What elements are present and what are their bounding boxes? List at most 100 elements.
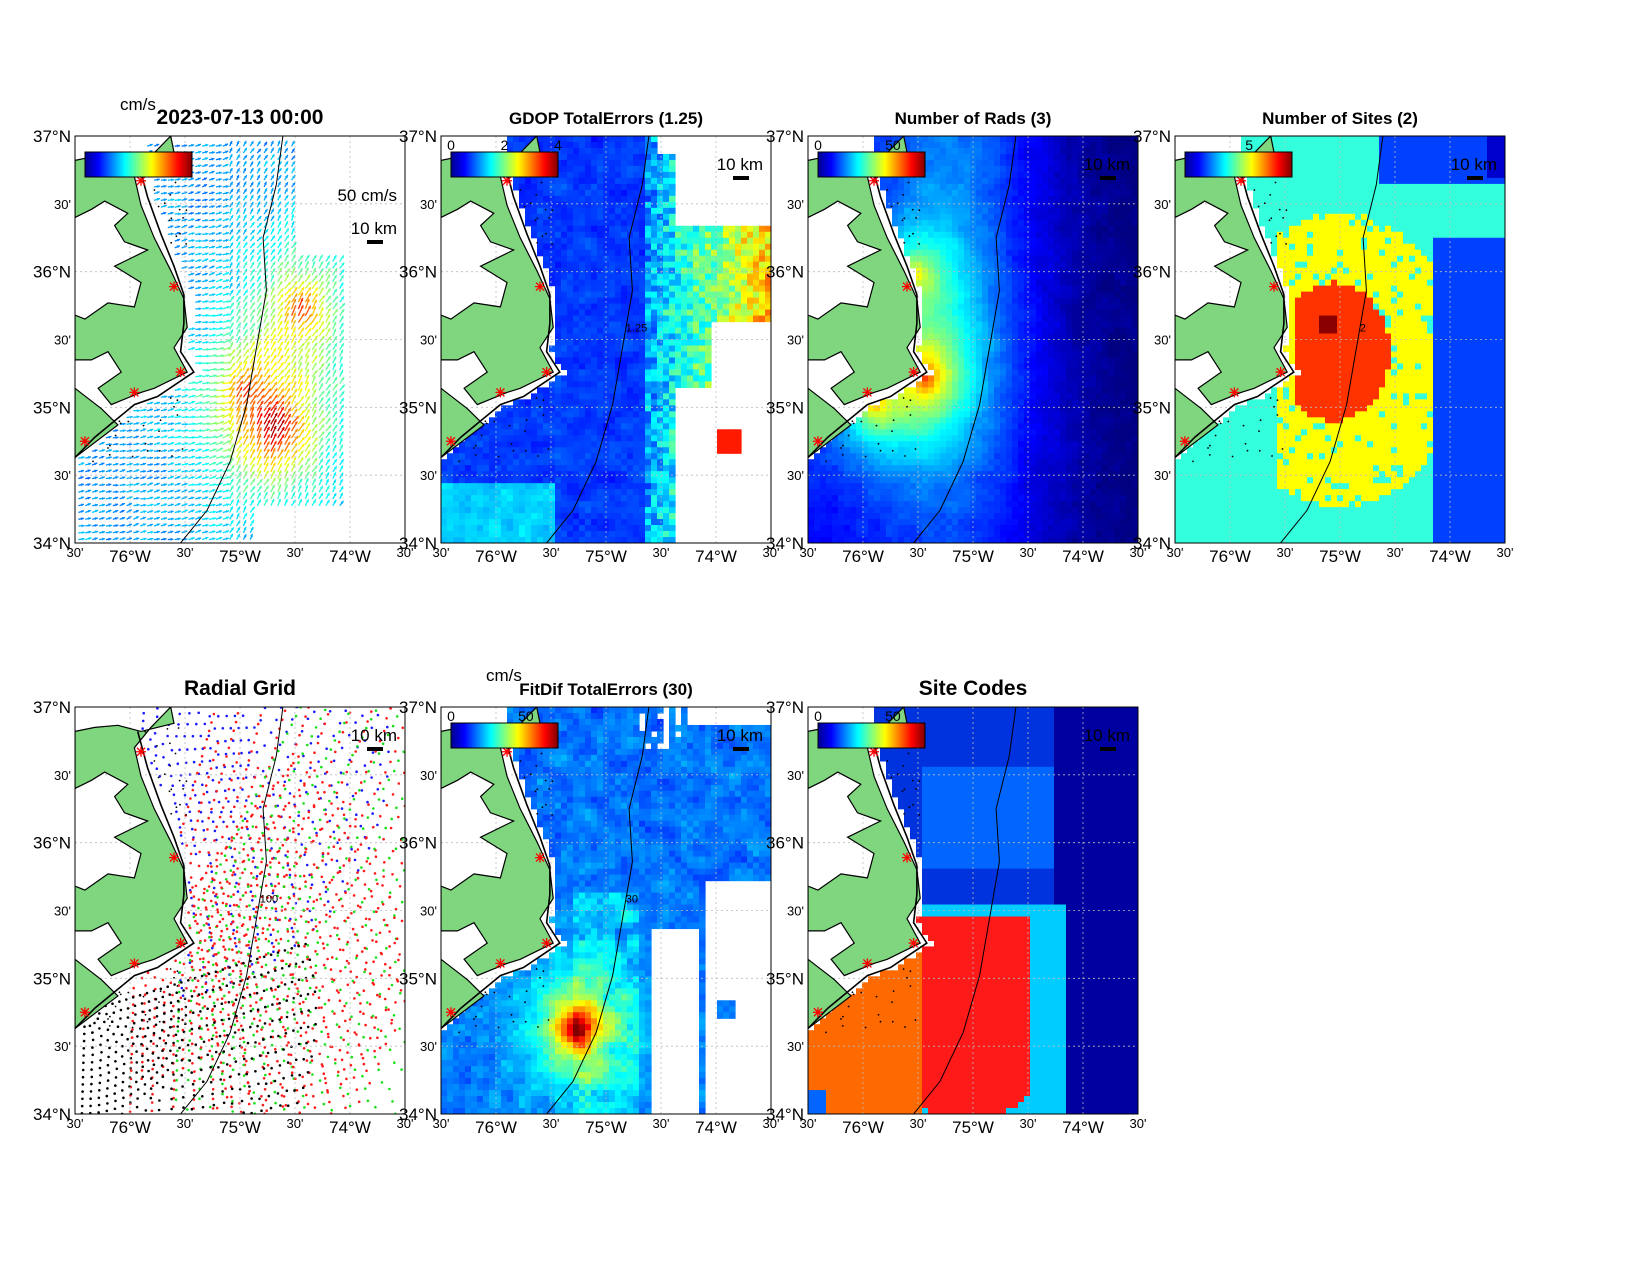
vector-head — [278, 194, 281, 198]
vector-head — [177, 455, 181, 459]
vector-head — [266, 441, 270, 445]
raster-cell — [603, 225, 610, 233]
vector-head — [313, 451, 317, 455]
vector-head — [212, 252, 216, 256]
raster-cell — [627, 291, 634, 299]
raster-cell — [489, 519, 496, 526]
vector-head — [280, 388, 284, 392]
raster-cell — [513, 483, 520, 490]
vector-head — [230, 485, 234, 489]
vector-head — [198, 503, 202, 507]
vector-head — [205, 536, 209, 540]
raster-cell — [483, 525, 490, 532]
raster-cell — [639, 393, 646, 400]
raster-cell — [465, 507, 472, 514]
vector-head — [226, 306, 230, 309]
raster-cell — [573, 153, 580, 161]
raster-cell — [633, 279, 640, 287]
vector-head — [184, 509, 188, 513]
raster-cell — [639, 417, 646, 424]
raster-cell — [531, 183, 538, 191]
vector-head — [218, 198, 222, 201]
raster-cell — [651, 279, 658, 287]
raster-cell — [657, 495, 664, 502]
raster-cell — [603, 435, 610, 442]
vector-head — [261, 395, 265, 399]
vector-head — [204, 205, 208, 209]
raster-cell — [561, 177, 568, 185]
vector-head — [220, 434, 224, 438]
raster-cell — [657, 189, 664, 197]
vector-head — [279, 347, 282, 351]
vector-head — [333, 479, 336, 483]
vector-head — [170, 503, 174, 507]
coast-detail — [146, 449, 149, 452]
raster-cell — [627, 429, 634, 436]
raster-cell — [555, 501, 562, 508]
vector-head — [164, 510, 168, 514]
vector-head — [291, 214, 295, 218]
raster-cell — [651, 519, 658, 526]
vector-head — [227, 300, 231, 304]
coast-detail — [168, 219, 171, 222]
raster-cell — [645, 375, 652, 382]
raster-cell — [663, 195, 670, 203]
vector-head — [178, 435, 182, 439]
vector-head — [258, 360, 262, 364]
raster-cell — [495, 531, 502, 538]
raster-cell — [477, 531, 484, 538]
raster-cell — [519, 471, 526, 478]
y-tick-label: 30' — [54, 468, 71, 483]
raster-cell — [633, 147, 640, 155]
raster-cell — [663, 513, 670, 520]
vector-head — [115, 476, 119, 480]
raster-cell — [567, 195, 574, 203]
vector-head — [278, 498, 281, 502]
raster-cell — [507, 465, 514, 472]
raster-cell — [615, 345, 622, 353]
vector-head — [273, 355, 277, 359]
vector-head — [263, 181, 267, 185]
raster-cell — [495, 483, 502, 490]
vector-head — [135, 523, 139, 526]
raster-cell — [597, 165, 604, 173]
vector-head — [219, 537, 223, 540]
raster-cell — [633, 219, 640, 227]
vector-head — [237, 235, 240, 239]
vector-head — [265, 301, 269, 305]
raster-cell — [531, 225, 538, 233]
raster-cell — [543, 537, 550, 543]
raster-cell — [615, 513, 622, 520]
raster-cell — [579, 483, 586, 490]
vector-head — [243, 181, 247, 185]
raster-cell — [597, 489, 604, 496]
raster-cell — [501, 423, 508, 430]
vector-head — [268, 401, 271, 405]
raster-cell — [543, 429, 550, 436]
raster-cell — [621, 387, 628, 394]
vector-head — [333, 445, 337, 449]
raster-cell — [567, 339, 574, 347]
raster-cell — [519, 519, 526, 526]
vector-head — [258, 499, 261, 503]
vector-head — [300, 396, 304, 400]
vector-head — [274, 376, 278, 380]
raster-cell — [501, 537, 508, 543]
raster-cell — [567, 447, 574, 454]
vector-head — [244, 155, 247, 159]
raster-cell — [537, 411, 544, 418]
vector-head — [190, 191, 194, 195]
vector-head — [177, 523, 181, 527]
vector-head — [326, 499, 330, 503]
raster-cell — [645, 279, 652, 287]
vector-head — [225, 225, 229, 228]
raster-cell — [501, 519, 508, 526]
vector-head — [333, 349, 337, 353]
raster-cell — [585, 159, 592, 167]
raster-cell — [561, 477, 568, 484]
vector-head — [230, 235, 234, 239]
vector-head — [198, 225, 202, 229]
vector-head — [122, 435, 126, 439]
vector-head — [115, 442, 119, 446]
raster-cell — [513, 447, 520, 454]
